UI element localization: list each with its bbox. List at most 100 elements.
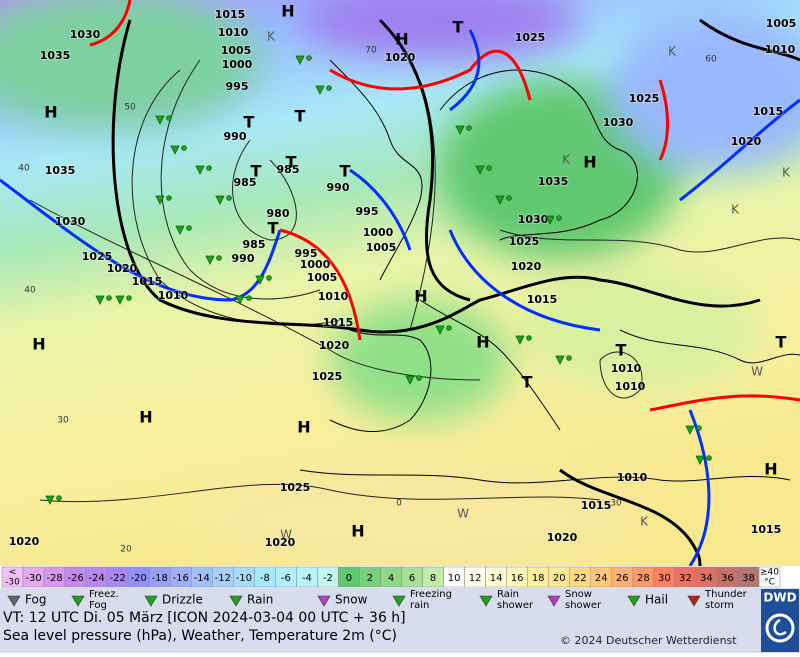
isobar-label: 1005 — [366, 241, 397, 254]
weather-symbol — [435, 325, 445, 335]
isobar-label: 1015 — [215, 8, 246, 21]
copyright: © 2024 Deutscher Wetterdienst — [560, 634, 737, 647]
isobar-label: 1015 — [132, 275, 163, 288]
isobar-label: 1030 — [70, 28, 101, 41]
grid-label: 40 — [18, 164, 30, 174]
isobar-label: 995 — [295, 247, 318, 260]
color-scale-label: -24 — [88, 573, 104, 584]
weather-symbol — [235, 295, 245, 305]
isobar-label: 1010 — [765, 43, 796, 56]
grid-label: 30 — [610, 499, 622, 509]
color-scale-end-label: ≥40 — [760, 568, 779, 578]
isobar-label: 1035 — [40, 49, 71, 62]
isobar-label: 1020 — [731, 135, 762, 148]
isobar-label: 1005 — [221, 44, 252, 57]
color-scale-label: -4 — [302, 573, 312, 584]
isobar-label: 1015 — [581, 499, 612, 512]
color-scale-label: 38 — [742, 573, 755, 584]
color-scale-label: -12 — [215, 573, 231, 584]
pressure-center: T — [340, 162, 351, 181]
isobar-label: 1010 — [318, 290, 349, 303]
isobar-label: 1015 — [323, 316, 354, 329]
pressure-center: H — [44, 103, 57, 122]
isobar-label: 1010 — [158, 289, 189, 302]
color-scale-label: 28 — [637, 573, 650, 584]
color-scale-label: -22 — [109, 573, 125, 584]
pressure-center: W — [457, 507, 469, 521]
weather-dot — [466, 125, 472, 131]
isobar-label: 995 — [226, 80, 249, 93]
isobar-label: 1020 — [107, 262, 138, 275]
color-scale-label: 10 — [448, 573, 461, 584]
color-scale-label: -18 — [152, 573, 168, 584]
isobar-label: 1020 — [265, 536, 296, 549]
isobar-label: 1025 — [509, 235, 540, 248]
pressure-center: H — [32, 335, 45, 354]
pressure-center: K — [668, 45, 677, 59]
legend-label: Rain shower — [497, 589, 534, 611]
weather-dot — [106, 295, 112, 301]
weather-dot — [506, 195, 512, 201]
weather-symbol — [215, 195, 225, 205]
weather-dot — [181, 145, 187, 151]
isobar-label: 1020 — [547, 531, 578, 544]
isobar-label: 1020 — [319, 339, 350, 352]
weather-dot — [416, 375, 422, 381]
isobar-label: 1030 — [518, 213, 549, 226]
color-scale-label: -14 — [194, 573, 210, 584]
pressure-center: H — [583, 153, 596, 172]
color-scale-label: -10 — [236, 573, 252, 584]
legend-label: Freez. Fog — [89, 589, 119, 611]
weather-symbol — [45, 495, 55, 505]
color-scale-label: 6 — [409, 573, 415, 584]
weather-dot — [126, 295, 132, 301]
description: Sea level pressure (hPa), Weather, Tempe… — [3, 628, 397, 644]
color-scale-label: 0 — [346, 573, 352, 584]
pressure-center: H — [139, 408, 152, 427]
color-scale-label: -30 — [25, 573, 41, 584]
pressure-center: T — [616, 341, 627, 360]
isobar-label: 1025 — [312, 370, 343, 383]
pressure-center: T — [286, 153, 297, 172]
grid-label: 70 — [365, 46, 377, 56]
weather-symbol — [95, 295, 105, 305]
pressure-center: H — [351, 522, 364, 541]
pressure-center: K — [731, 203, 740, 217]
color-scale-label: -26 — [67, 573, 83, 584]
legend-label: Snow — [335, 593, 368, 607]
isobar-label: 1015 — [527, 293, 558, 306]
legend-symbol — [627, 595, 641, 607]
isobar-label: 1020 — [9, 535, 40, 548]
isobar-label: 1005 — [766, 17, 797, 30]
legend-symbol — [317, 595, 331, 607]
isobar-label: 995 — [356, 205, 379, 218]
color-scale-label: 8 — [430, 573, 436, 584]
color-scale-label: 2 — [367, 573, 373, 584]
weather-dot — [306, 55, 312, 61]
isobar-label: 1015 — [753, 105, 784, 118]
isobar-label: 1025 — [515, 31, 546, 44]
pressure-center: H — [476, 333, 489, 352]
weather-dot — [556, 215, 562, 221]
grid-label: 60 — [705, 55, 717, 65]
isobar-label: 985 — [243, 238, 266, 251]
pressure-center: H — [395, 30, 408, 49]
pressure-center: W — [280, 528, 292, 542]
legend-label: Snow shower — [565, 589, 602, 611]
legend-symbol — [144, 595, 158, 607]
weather-symbol — [685, 425, 695, 435]
legend-label: Drizzle — [162, 593, 203, 607]
legend-symbol — [229, 595, 243, 607]
color-scale-label: -20 — [131, 573, 147, 584]
isobar-label: 1010 — [617, 471, 648, 484]
logo: DWD — [763, 591, 796, 605]
legend-label: Hail — [645, 593, 668, 607]
weather-dot — [446, 325, 452, 331]
color-scale-label: 36 — [721, 573, 734, 584]
weather-symbol — [315, 85, 325, 95]
weather-dot — [566, 355, 572, 361]
legend-symbol — [547, 595, 561, 607]
pressure-center: H — [297, 418, 310, 437]
weather-legend: Fog Freez. Fog Drizzle Rain Snow Freezing rain R… — [0, 588, 800, 612]
